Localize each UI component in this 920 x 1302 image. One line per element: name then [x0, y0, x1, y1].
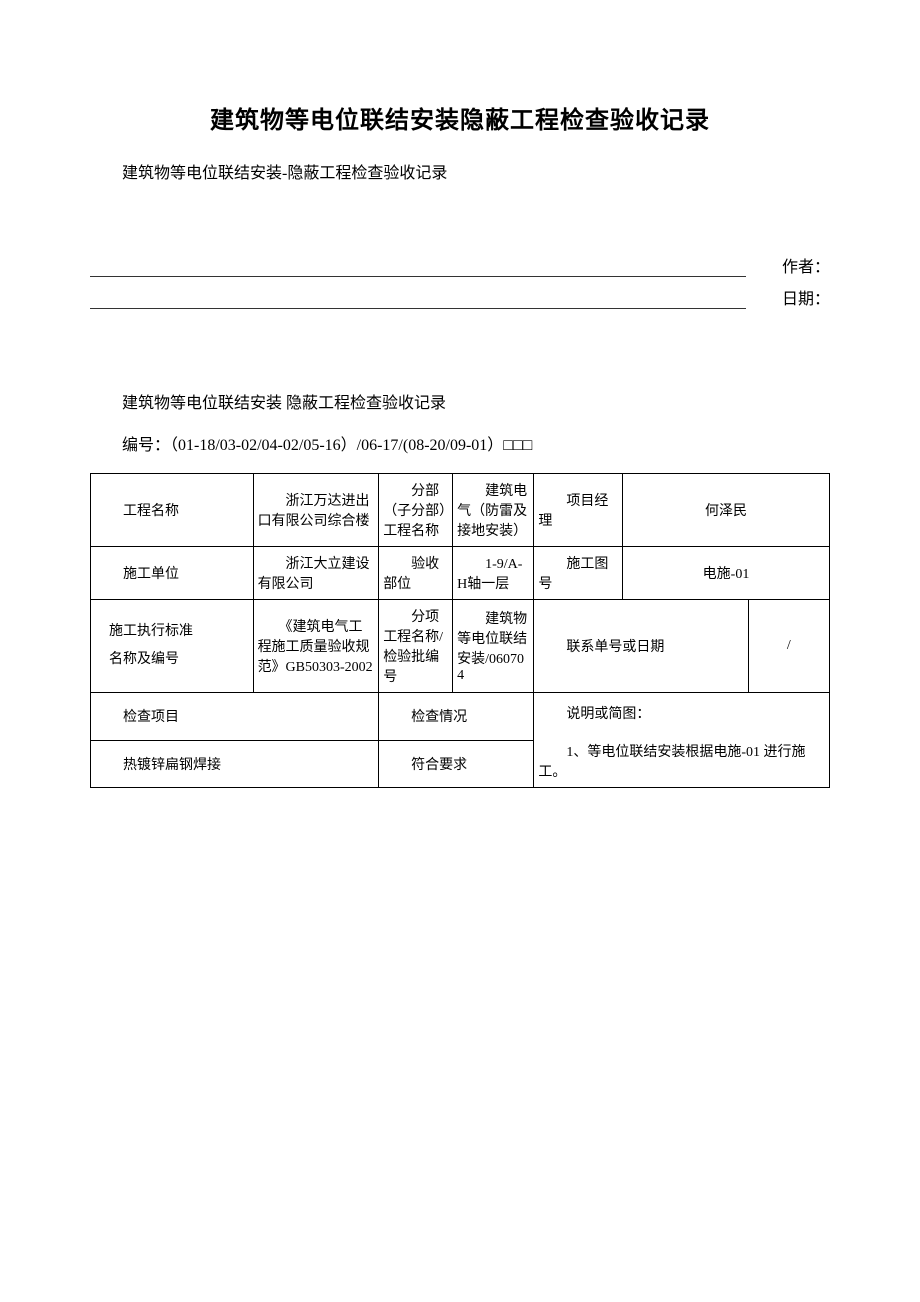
cell-project-name-value: 浙江万达进出口有限公司综合楼 [253, 474, 379, 547]
page-title: 建筑物等电位联结安装隐蔽工程检查验收记录 [90, 100, 830, 135]
section-title: 建筑物等电位联结安装 隐蔽工程检查验收记录 [90, 389, 830, 413]
table-row: 检查项目 检查情况 说明或简图： 1、等电位联结安装根据电施-01 进行施工。 [91, 693, 830, 741]
table-row: 施工单位 浙江大立建设有限公司 验收部位 1-9/A-H轴一层 施工图号 电施-… [91, 547, 830, 600]
subtitle-text: 建筑物等电位联结安装-隐蔽工程检查验收记录 [90, 159, 830, 183]
cell-section-name-value: 建筑电气（防雷及接地安装） [453, 474, 534, 547]
table-row: 工程名称 浙江万达进出口有限公司综合楼 分部（子分部）工程名称 建筑电气（防雷及… [91, 474, 830, 547]
cell-contact-label: 联系单号或日期 [534, 600, 748, 693]
inspection-table: 工程名称 浙江万达进出口有限公司综合楼 分部（子分部）工程名称 建筑电气（防雷及… [90, 473, 830, 788]
cell-location-value: 1-9/A-H轴一层 [453, 547, 534, 600]
cell-contractor-value: 浙江大立建设有限公司 [253, 547, 379, 600]
description-body: 1、等电位联结安装根据电施-01 进行施工。 [538, 741, 825, 781]
cell-standard-value: 《建筑电气工程施工质量验收规范》GB50303-2002 [253, 600, 379, 693]
cell-contact-value: / [748, 600, 829, 693]
cell-check-item-1: 热镀锌扁钢焊接 [91, 740, 379, 788]
cell-drawing-label: 施工图号 [534, 547, 623, 600]
cell-drawing-value: 电施-01 [623, 547, 830, 600]
cell-contractor-label: 施工单位 [91, 547, 254, 600]
date-label: 日期： [750, 285, 830, 309]
cell-check-item-header: 检查项目 [91, 693, 379, 741]
author-label: 作者： [750, 253, 830, 277]
cell-item-label: 分项工程名称/检验批编号 [379, 600, 453, 693]
cell-manager-label: 项目经理 [534, 474, 623, 547]
cell-project-name-label: 工程名称 [91, 474, 254, 547]
date-line: 日期： [90, 285, 830, 309]
cell-description: 说明或简图： 1、等电位联结安装根据电施-01 进行施工。 [534, 693, 830, 788]
table-row: 施工执行标准 名称及编号 《建筑电气工程施工质量验收规范》GB50303-200… [91, 600, 830, 693]
doc-number: 编号：（01-18/03-02/04-02/05-16）/06-17/(08-2… [90, 431, 830, 455]
cell-check-status-header: 检查情况 [379, 693, 534, 741]
cell-check-status-1: 符合要求 [379, 740, 534, 788]
cell-item-value: 建筑物等电位联结安装/060704 [453, 600, 534, 693]
cell-section-name-label: 分部（子分部）工程名称 [379, 474, 453, 547]
description-title: 说明或简图： [538, 703, 825, 723]
cell-manager-value: 何泽民 [623, 474, 830, 547]
author-line: 作者： [90, 253, 830, 277]
cell-standard-label: 施工执行标准 名称及编号 [91, 600, 254, 693]
meta-block: 作者： 日期： [90, 253, 830, 309]
cell-location-label: 验收部位 [379, 547, 453, 600]
